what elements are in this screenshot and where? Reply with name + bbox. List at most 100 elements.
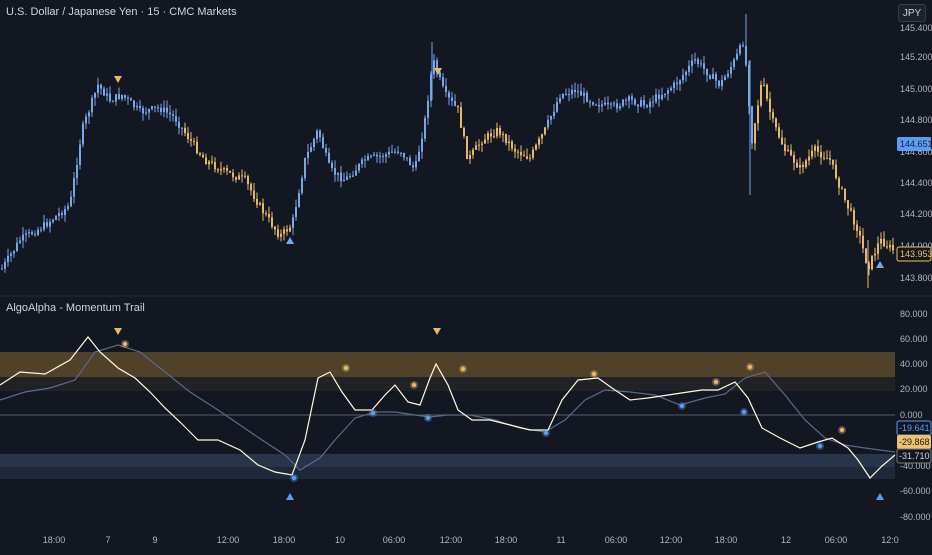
candle <box>100 83 102 95</box>
time-tick-label: 12:00 <box>217 535 240 545</box>
candle <box>112 99 114 103</box>
price-tag: 143.953 <box>896 246 932 262</box>
candle <box>628 94 630 109</box>
candle <box>193 137 195 146</box>
candle-body <box>463 127 465 137</box>
price-tag-label: 143.953 <box>900 249 932 259</box>
price-pane <box>1 14 894 288</box>
candle-body <box>370 155 372 157</box>
currency-button[interactable]: JPY <box>898 4 926 22</box>
candle <box>472 147 474 159</box>
candle <box>259 201 261 206</box>
candle <box>265 210 267 217</box>
candle <box>70 190 72 208</box>
candle <box>475 141 477 151</box>
candle <box>334 160 336 182</box>
candle-body <box>517 151 519 153</box>
candle <box>583 87 585 104</box>
candle-body <box>43 222 45 230</box>
candle <box>394 148 396 155</box>
candle-body <box>724 76 726 80</box>
candle <box>388 146 390 158</box>
candle-body <box>334 168 336 175</box>
candle <box>190 132 192 147</box>
candle-body <box>151 106 153 110</box>
candle <box>532 146 534 160</box>
candle <box>640 96 642 108</box>
ring-dot-icon <box>590 370 598 378</box>
candle-body <box>547 119 549 128</box>
candle-body <box>706 68 708 76</box>
osc-tag-label: -31.710 <box>899 451 930 461</box>
candle-body <box>718 80 720 87</box>
candle <box>37 226 39 237</box>
candle-body <box>487 133 489 140</box>
candle <box>289 224 291 233</box>
candle <box>760 80 762 108</box>
candle <box>523 150 525 157</box>
time-tick-label: 7 <box>105 535 110 545</box>
candle-body <box>478 144 480 146</box>
candle <box>589 99 591 108</box>
candle <box>94 92 96 106</box>
candle-body <box>613 103 615 105</box>
candle-body <box>682 75 684 81</box>
candle-body <box>550 116 552 120</box>
candle <box>370 154 372 159</box>
candle <box>403 152 405 161</box>
indicator-title[interactable]: AlgoAlpha - Momentum Trail <box>6 302 145 314</box>
candle <box>391 144 393 154</box>
candle-body <box>280 233 282 237</box>
candle <box>787 144 789 153</box>
candle-body <box>244 175 246 177</box>
candle <box>25 229 27 243</box>
candle <box>706 68 708 83</box>
candle <box>151 105 153 111</box>
ring-dot-icon <box>712 378 720 386</box>
candle-body <box>469 154 471 159</box>
candle-body <box>832 159 834 165</box>
candle-body <box>421 138 423 152</box>
candle <box>454 94 456 107</box>
osc-tick-label: -40.000 <box>900 461 931 471</box>
symbol-title[interactable]: U.S. Dollar / Japanese Yen · 15 · CMC Ma… <box>6 6 237 18</box>
candle <box>502 131 504 143</box>
candle-body <box>529 157 531 159</box>
candle <box>697 57 699 68</box>
candle <box>685 70 687 82</box>
candle-body <box>313 138 315 148</box>
candle-body <box>145 112 147 114</box>
candle-body <box>826 158 828 160</box>
osc-tick-label: 60.000 <box>900 334 928 344</box>
ring-inner <box>291 475 297 481</box>
lower-zone <box>0 454 895 467</box>
osc-tick-label: 80.000 <box>900 309 928 319</box>
candle-body <box>319 130 321 138</box>
candle-body <box>187 133 189 140</box>
candle-body <box>625 99 627 101</box>
price-tick-label: 144.200 <box>900 209 932 219</box>
candle-body <box>19 240 21 243</box>
candle <box>877 236 879 260</box>
candle <box>16 237 18 253</box>
candle-body <box>424 117 426 139</box>
candle-body <box>616 103 618 109</box>
candle <box>292 214 294 236</box>
candle-body <box>253 190 255 199</box>
candle-body <box>271 217 273 227</box>
candle-body <box>712 74 714 79</box>
candle <box>97 77 99 98</box>
candle <box>304 157 306 181</box>
candle <box>133 99 135 111</box>
candle <box>823 151 825 161</box>
candle <box>661 87 663 101</box>
candle-body <box>160 107 162 112</box>
candle <box>886 240 888 250</box>
candle <box>847 199 849 216</box>
candle <box>826 150 828 160</box>
candle <box>529 154 531 162</box>
candle <box>580 83 582 96</box>
candle-body <box>691 60 693 66</box>
